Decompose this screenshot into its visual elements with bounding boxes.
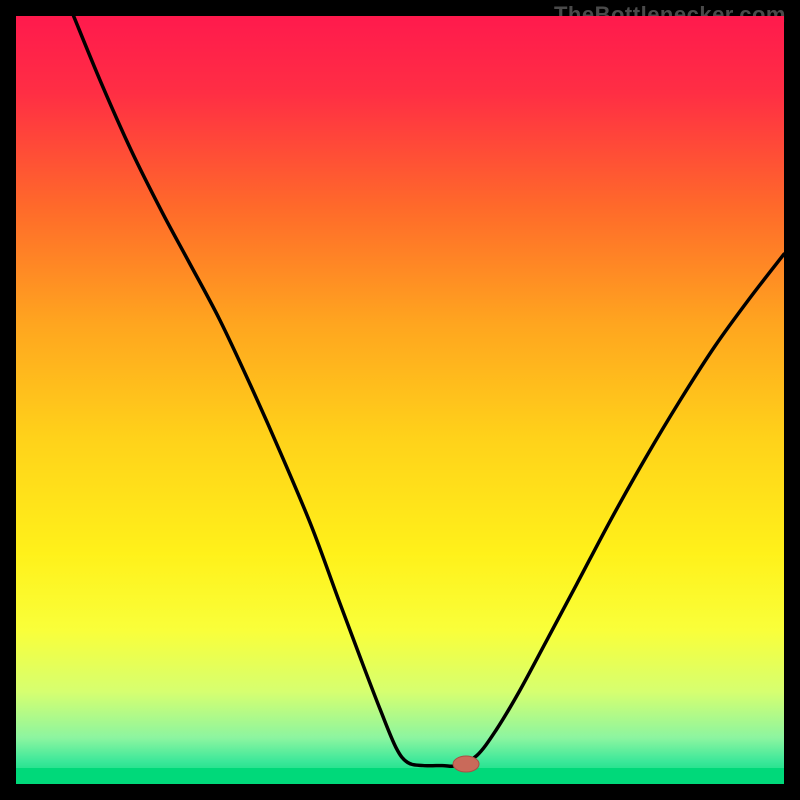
bottleneck-chart [16, 16, 784, 784]
gradient-background [16, 16, 784, 784]
optimal-marker [453, 756, 479, 772]
bottom-band [16, 768, 784, 784]
